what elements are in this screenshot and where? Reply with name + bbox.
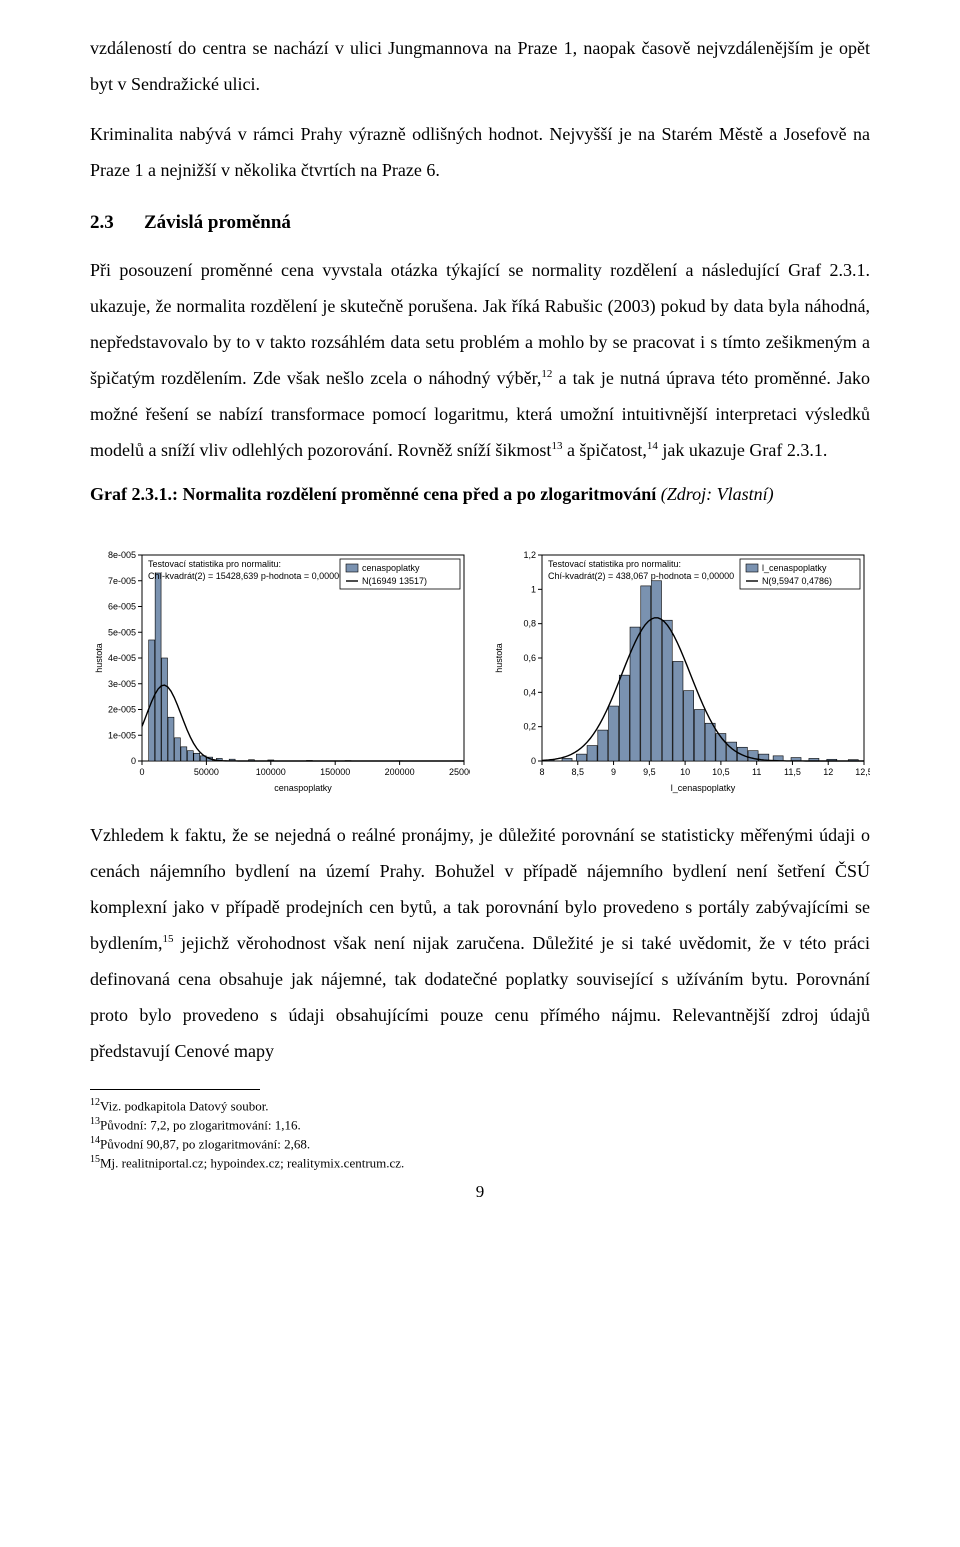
svg-text:0,2: 0,2: [523, 722, 536, 732]
p3-part-d: jak ukazuje Graf 2.3.1.: [658, 440, 827, 460]
footnote-13: 13Původní: 7,2, po zlogaritmování: 1,16.: [90, 1115, 870, 1134]
section-number: 2.3: [90, 212, 144, 234]
svg-text:0: 0: [139, 767, 144, 777]
footnote-ref-12: 12: [541, 368, 552, 380]
svg-text:8,5: 8,5: [572, 767, 585, 777]
svg-text:1e-005: 1e-005: [108, 730, 136, 740]
svg-text:3e-005: 3e-005: [108, 679, 136, 689]
footnote-ref-15: 15: [163, 933, 174, 945]
svg-text:N(16949 13517): N(16949 13517): [362, 576, 427, 586]
svg-text:8: 8: [539, 767, 544, 777]
footnote-14: 14Původní 90,87, po zlogaritmování: 2,68…: [90, 1134, 870, 1153]
footnote-ref-14: 14: [647, 440, 658, 452]
svg-text:0,6: 0,6: [523, 653, 536, 663]
svg-text:11,5: 11,5: [784, 767, 801, 777]
figure-title-bold: Graf 2.3.1.: Normalita rozdělení proměnn…: [90, 484, 661, 504]
svg-text:5e-005: 5e-005: [108, 627, 136, 637]
svg-text:0: 0: [531, 756, 536, 766]
svg-text:10,5: 10,5: [712, 767, 730, 777]
footnote-text-12: Viz. podkapitola Datový soubor.: [100, 1098, 269, 1113]
chart-right-svg: 8 8,5 9 9,5 10 10,5 11 11,5 12 12,5 0 0,2 0,4 0,6 0,8 1…: [490, 515, 870, 795]
figure-title-italic: (Zdroj: Vlastní): [661, 484, 774, 504]
svg-text:8e-005: 8e-005: [108, 550, 136, 560]
svg-text:10: 10: [680, 767, 690, 777]
svg-text:4e-005: 4e-005: [108, 653, 136, 663]
svg-text:9: 9: [611, 767, 616, 777]
footnotes-separator: [90, 1089, 260, 1090]
svg-text:9,5: 9,5: [643, 767, 656, 777]
footnote-num-14: 14: [90, 1135, 100, 1146]
svg-text:1,2: 1,2: [523, 550, 536, 560]
svg-text:0,8: 0,8: [523, 619, 536, 629]
svg-text:l_cenaspoplatky: l_cenaspoplatky: [671, 783, 736, 793]
p3-part-c: a špičatost,: [562, 440, 646, 460]
paragraph-4: Vzhledem k faktu, že se nejedná o reálné…: [90, 817, 870, 1069]
svg-text:12,5: 12,5: [855, 767, 870, 777]
section-heading: 2.3Závislá proměnná: [90, 212, 870, 234]
footnote-num-13: 13: [90, 1116, 100, 1127]
footnote-12: 12Viz. podkapitola Datový soubor.: [90, 1096, 870, 1115]
figure-title: Graf 2.3.1.: Normalita rozdělení proměnn…: [90, 484, 870, 505]
chart-left: 0 50000 100000 150000 200000 250000 0 1e-005 2e-…: [90, 515, 470, 795]
paragraph-1: vzdáleností do centra se nachází v ulici…: [90, 30, 870, 102]
svg-text:cenaspoplatky: cenaspoplatky: [274, 783, 332, 793]
footnote-ref-13: 13: [551, 440, 562, 452]
svg-text:150000: 150000: [320, 767, 350, 777]
svg-text:250000: 250000: [449, 767, 470, 777]
page-container: vzdáleností do centra se nachází v ulici…: [0, 0, 960, 1232]
charts-row: 0 50000 100000 150000 200000 250000 0 1e-005 2e-…: [90, 515, 870, 795]
footnote-text-13: Původní: 7,2, po zlogaritmování: 1,16.: [100, 1117, 301, 1132]
p4-part-b: jejichž věrohodnost však není nijak zaru…: [90, 933, 870, 1061]
svg-text:Testovací statistika pro norma: Testovací statistika pro normalitu:: [548, 559, 681, 569]
paragraph-2: Kriminalita nabývá v rámci Prahy výrazně…: [90, 116, 870, 188]
chart-right: 8 8,5 9 9,5 10 10,5 11 11,5 12 12,5 0 0,2 0,4 0,6 0,8 1…: [490, 515, 870, 795]
svg-text:1: 1: [531, 584, 536, 594]
chart-left-svg: 0 50000 100000 150000 200000 250000 0 1e-005 2e-…: [90, 515, 470, 795]
svg-text:0,4: 0,4: [523, 687, 536, 697]
footnote-15: 15Mj. realitniportal.cz; hypoindex.cz; r…: [90, 1153, 870, 1172]
footnote-num-15: 15: [90, 1154, 100, 1165]
svg-text:Chí-kvadrát(2) = 15428,639 p-h: Chí-kvadrát(2) = 15428,639 p-hodnota = 0…: [148, 571, 344, 581]
footnote-num-12: 12: [90, 1097, 100, 1108]
svg-text:0: 0: [131, 756, 136, 766]
section-title: Závislá proměnná: [144, 212, 291, 233]
svg-text:hustota: hustota: [494, 643, 504, 673]
footnote-text-14: Původní 90,87, po zlogaritmování: 2,68.: [100, 1136, 310, 1151]
paragraph-3: Při posouzení proměnné cena vyvstala otá…: [90, 252, 870, 468]
svg-text:50000: 50000: [194, 767, 219, 777]
svg-text:200000: 200000: [385, 767, 415, 777]
svg-text:2e-005: 2e-005: [108, 705, 136, 715]
svg-text:100000: 100000: [256, 767, 286, 777]
svg-text:l_cenaspoplatky: l_cenaspoplatky: [762, 563, 827, 573]
svg-text:cenaspoplatky: cenaspoplatky: [362, 563, 420, 573]
svg-text:11: 11: [752, 767, 761, 777]
svg-text:N(9,5947 0,4786): N(9,5947 0,4786): [762, 576, 832, 586]
svg-text:12: 12: [823, 767, 833, 777]
svg-text:Chí-kvadrát(2) = 438,067 p-hod: Chí-kvadrát(2) = 438,067 p-hodnota = 0,0…: [548, 571, 734, 581]
svg-text:6e-005: 6e-005: [108, 602, 136, 612]
footnote-text-15: Mj. realitniportal.cz; hypoindex.cz; rea…: [100, 1155, 404, 1170]
svg-text:Testovací statistika pro norma: Testovací statistika pro normalitu:: [148, 559, 281, 569]
page-number: 9: [90, 1182, 870, 1202]
svg-text:hustota: hustota: [94, 643, 104, 673]
svg-text:7e-005: 7e-005: [108, 576, 136, 586]
